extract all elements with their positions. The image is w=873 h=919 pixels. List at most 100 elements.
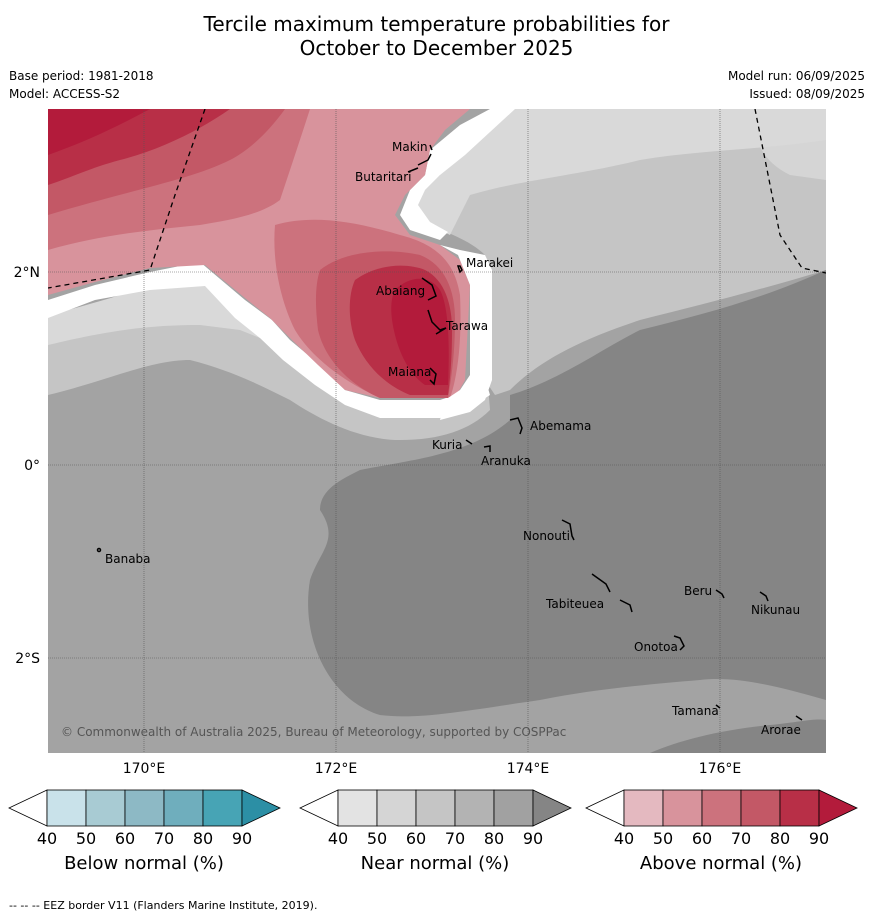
colorbar-above-high-extend [818,789,858,827]
colorbar-near-tick: 70 [445,829,465,848]
label-arorae: Arorae [761,723,801,737]
colorbar-below-tick: 60 [115,829,135,848]
island-makin [407,144,433,173]
island-beru [715,589,725,599]
label-tamana: Tamana [671,704,719,718]
island-maiana [429,367,437,386]
colorbar-above-segment [662,789,703,827]
above-normal-max-region-core [391,278,449,385]
colorbar-below-high-extend [241,789,281,827]
label-nonouti: Nonouti [523,529,570,543]
island-tamana [715,704,721,709]
colorbar-above-tick: 60 [692,829,712,848]
colorbar-label-near: Near normal (%) [360,853,510,874]
island-kuria [465,439,473,445]
colorbar-below-tick: 90 [232,829,252,848]
colorbar-label-above: Above normal (%) [639,853,803,874]
label-banaba: Banaba [105,552,151,566]
near-normal-80-region [308,270,826,717]
colorbars: 40 50 60 70 80 90 40 50 60 70 80 90 40 50 60 70 80 90 [8,789,858,848]
title-line-2: October to December 2025 [299,36,574,60]
colorbar-above-tick: 90 [809,829,829,848]
islands [96,144,803,721]
island-abemama [509,417,523,435]
near-normal-80-region-south [650,719,826,753]
label-marakei: Marakei [466,256,513,270]
island-onotoa [673,635,685,651]
lon-label-174e: 174°E [507,761,550,777]
island-marakei [456,265,463,274]
colorbar-below: 40 50 60 70 80 90 [8,789,281,848]
colorbar-above-segment [779,789,820,827]
label-butaritari: Butaritari [355,170,412,184]
footer-legend: -- -- -- EEZ border V11 (Flanders Marine… [9,899,318,912]
island-banaba [96,547,102,553]
graticule [48,109,826,753]
colorbar-above-tick: 50 [653,829,673,848]
lon-label-172e: 172°E [315,761,358,777]
eez-border [48,109,826,289]
lat-label-0: 0° [24,458,40,474]
label-tabiteuea: Tabiteuea [545,597,604,611]
white-band-east [440,245,492,420]
colorbar-near-segment [454,789,495,827]
copyright-notice: © Commonwealth of Australia 2025, Bureau… [61,725,566,739]
label-abemama: Abemama [530,419,591,433]
place-labels: Makin Butaritari Marakei Abaiang Tarawa … [105,140,801,737]
colorbar-below-tick: 80 [193,829,213,848]
model-name: Model: ACCESS-S2 [9,87,121,101]
colorbar-label-below: Below normal (%) [64,853,224,874]
base-period: Base period: 1981-2018 [9,69,154,83]
colorbar-below-low-extend [8,789,48,827]
island-tabiteuea [591,573,633,613]
colorbar-above-tick: 40 [614,829,634,848]
eez-border-west [48,109,206,289]
colorbar-near-segment [337,789,378,827]
label-makin: Makin [392,140,428,154]
map-title: Tercile maximum temperature probabilitie… [0,12,873,60]
lon-label-170e: 170°E [123,761,166,777]
lon-label-176e: 176°E [699,761,742,777]
colorbar-near-segment [376,789,417,827]
colorbar-above-segment [740,789,781,827]
colorbar-above-segment [623,789,664,827]
island-tarawa [427,309,447,335]
colorbar-above: 40 50 60 70 80 90 [585,789,858,848]
lat-label-2s: 2°S [15,651,40,667]
colorbar-near-low-extend [299,789,339,827]
lat-label-2n: 2°N [14,265,40,281]
colorbar-below-segment [124,789,165,827]
title-line-1: Tercile maximum temperature probabilitie… [203,12,670,36]
eez-border-east [754,109,826,274]
issued-date: Issued: 08/09/2025 [749,87,865,101]
colorbar-near-tick: 40 [328,829,348,848]
map-area: Makin Butaritari Marakei Abaiang Tarawa … [48,109,826,753]
colorbar-near-segment [493,789,534,827]
meta-left: Base period: 1981-2018 Model: ACCESS-S2 [9,67,154,103]
colorbar-above-tick: 70 [731,829,751,848]
near-normal-40-region-ne [415,109,826,235]
white-band-west [48,262,490,418]
colorbar-near-tick: 50 [367,829,387,848]
above-normal-max-region-nw [48,109,150,155]
colorbar-below-segment [202,789,243,827]
label-maiana: Maiana [388,365,431,379]
label-aranuka: Aranuka [481,454,531,468]
colorbar-below-segment [163,789,204,827]
colorbar-near-tick: 80 [484,829,504,848]
model-run: Model run: 06/09/2025 [727,69,865,83]
meta-right: Model run: 06/09/2025 Issued: 08/09/2025 [728,67,865,103]
colorbar-below-segment [46,789,87,827]
colorbar-below-tick: 70 [154,829,174,848]
white-band-north [400,109,515,240]
label-abaiang: Abaiang [376,284,425,298]
colorbar-near: 40 50 60 70 80 90 [299,789,572,848]
colorbar-near-high-extend [532,789,572,827]
island-arorae [795,715,803,721]
colorbar-near-tick: 90 [523,829,543,848]
label-tarawa: Tarawa [445,319,488,333]
colorbar-below-tick: 40 [37,829,57,848]
colorbar-above-low-extend [585,789,625,827]
colorbar-below-segment [85,789,126,827]
